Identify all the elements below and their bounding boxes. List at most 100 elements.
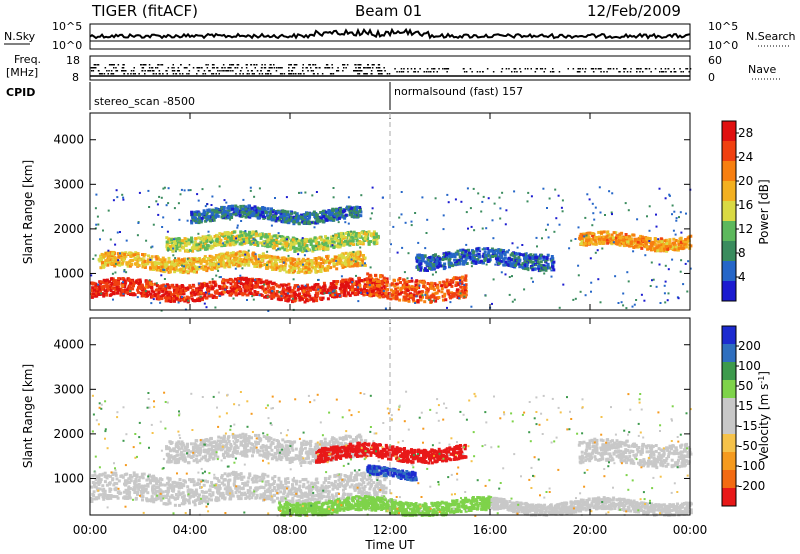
heatmap-cell bbox=[350, 215, 354, 219]
heatmap-cell bbox=[273, 257, 277, 261]
heatmap-cell bbox=[168, 240, 172, 244]
heatmap-cell bbox=[309, 259, 313, 263]
heatmap-cell bbox=[293, 290, 297, 294]
heatmap-cell bbox=[272, 238, 275, 242]
heatmap-cell bbox=[331, 295, 334, 299]
heatmap-cell bbox=[147, 254, 150, 258]
heatmap-cell bbox=[236, 279, 240, 283]
heatmap-cell bbox=[207, 234, 211, 238]
freq-dot bbox=[370, 73, 372, 75]
heatmap-cell bbox=[97, 285, 101, 288]
heatmap-cell bbox=[456, 295, 460, 299]
heatmap-cell bbox=[276, 255, 280, 259]
heatmap-cell bbox=[138, 258, 142, 262]
heatmap-cell bbox=[225, 285, 229, 289]
heatmap-cell bbox=[224, 237, 227, 240]
heatmap-cell bbox=[221, 292, 225, 296]
heatmap-cell bbox=[314, 258, 318, 262]
heatmap-cell bbox=[175, 259, 179, 263]
freq-dot bbox=[354, 64, 356, 66]
heatmap-cell bbox=[182, 259, 186, 263]
heatmap-cell bbox=[306, 257, 310, 261]
heatmap-cell bbox=[225, 214, 229, 218]
heatmap-cell bbox=[343, 242, 347, 246]
heatmap-cell bbox=[169, 247, 173, 251]
heatmap-cell bbox=[330, 211, 334, 215]
freq-dot bbox=[511, 71, 513, 73]
heatmap-cell bbox=[219, 260, 223, 264]
heatmap-cell bbox=[160, 284, 164, 288]
heatmap-cell bbox=[113, 264, 117, 268]
heatmap-cell bbox=[503, 256, 507, 260]
heatmap-cell bbox=[372, 278, 375, 282]
heatmap-cell bbox=[186, 249, 190, 253]
freq-dot bbox=[380, 73, 383, 75]
heatmap-cell bbox=[350, 235, 354, 239]
freq-dot bbox=[527, 68, 529, 70]
heatmap-cell bbox=[232, 279, 236, 283]
heatmap-cell bbox=[300, 238, 304, 242]
freq-dot bbox=[149, 70, 152, 72]
heatmap-cell bbox=[220, 290, 224, 294]
freq-dot bbox=[288, 67, 290, 69]
heatmap-cell bbox=[382, 284, 386, 288]
heatmap-cell bbox=[495, 254, 499, 258]
heatmap-cell bbox=[224, 216, 228, 220]
heatmap-cell bbox=[376, 284, 379, 288]
heatmap-cell bbox=[403, 283, 407, 287]
freq-dot bbox=[410, 68, 413, 70]
heatmap-cell bbox=[333, 237, 337, 241]
heatmap-cell bbox=[198, 216, 201, 219]
heatmap-cell bbox=[254, 208, 258, 212]
heatmap-cell bbox=[334, 291, 338, 295]
heatmap-cell bbox=[378, 283, 382, 287]
freq-dot bbox=[330, 73, 333, 75]
heatmap-cell bbox=[210, 244, 214, 248]
heatmap-cell bbox=[442, 298, 445, 302]
heatmap-cell bbox=[103, 279, 107, 283]
heatmap-cell bbox=[136, 254, 140, 258]
heatmap-cell bbox=[186, 300, 190, 304]
heatmap-cell bbox=[495, 249, 499, 253]
freq-label-line2: [MHz] bbox=[6, 66, 38, 79]
heatmap-cell bbox=[222, 263, 225, 267]
heatmap-cell bbox=[416, 265, 420, 269]
heatmap-cell bbox=[257, 253, 261, 257]
heatmap-cell bbox=[372, 232, 376, 236]
freq-dot bbox=[636, 71, 638, 73]
heatmap-cell bbox=[315, 262, 319, 266]
heatmap-cell bbox=[215, 255, 219, 258]
heatmap-cell bbox=[390, 282, 394, 286]
heatmap-cell bbox=[214, 296, 218, 299]
freq-dot bbox=[659, 71, 661, 73]
freq-dot bbox=[513, 71, 516, 73]
heatmap-cell bbox=[303, 271, 307, 275]
heatmap-cell bbox=[294, 296, 298, 300]
heatmap-cell bbox=[238, 236, 242, 240]
freq-dot bbox=[328, 67, 331, 69]
freq-dot bbox=[90, 70, 93, 72]
heatmap-cell bbox=[162, 287, 166, 291]
freq-dot bbox=[623, 71, 625, 73]
heatmap-cell bbox=[192, 261, 196, 265]
heatmap-cell bbox=[227, 265, 231, 269]
heatmap-cell bbox=[105, 283, 109, 287]
freq-dot bbox=[403, 68, 405, 70]
freq-dot bbox=[465, 71, 468, 73]
freq-dot bbox=[297, 73, 300, 75]
freq-dot bbox=[639, 71, 641, 73]
heatmap-cell bbox=[185, 298, 189, 302]
heatmap-cell bbox=[144, 279, 148, 283]
freq-dot bbox=[115, 70, 117, 72]
freq-dot bbox=[235, 73, 237, 75]
heatmap-cell bbox=[199, 291, 202, 295]
heatmap-cell bbox=[152, 263, 156, 267]
freq-dot bbox=[122, 67, 125, 69]
heatmap-cell bbox=[279, 296, 283, 300]
heatmap-cell bbox=[233, 258, 237, 262]
heatmap-cell bbox=[326, 290, 330, 294]
freq-dot bbox=[268, 70, 271, 72]
heatmap-cell bbox=[301, 220, 305, 224]
heatmap-cell bbox=[317, 247, 321, 251]
